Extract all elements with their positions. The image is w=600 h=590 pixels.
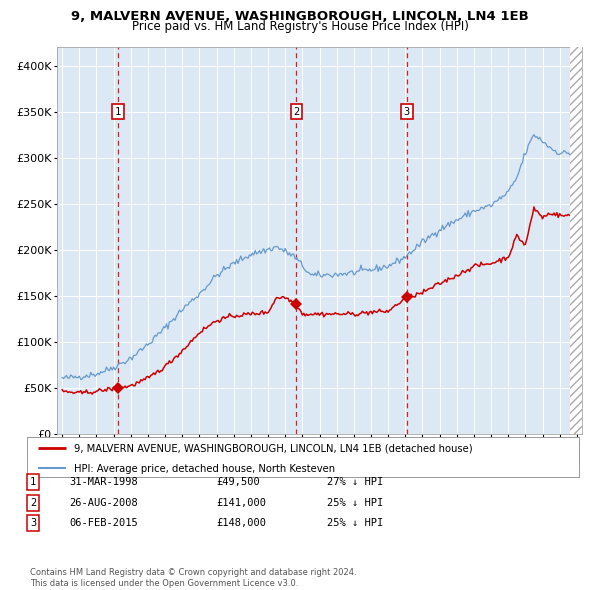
Text: 3: 3: [30, 519, 36, 528]
Text: 25% ↓ HPI: 25% ↓ HPI: [327, 519, 383, 528]
Text: £49,500: £49,500: [216, 477, 260, 487]
Bar: [569, 47, 583, 434]
Text: 2: 2: [30, 498, 36, 507]
Text: 1: 1: [115, 107, 121, 117]
Text: 1: 1: [30, 477, 36, 487]
Text: Price paid vs. HM Land Registry's House Price Index (HPI): Price paid vs. HM Land Registry's House …: [131, 20, 469, 33]
Text: HPI: Average price, detached house, North Kesteven: HPI: Average price, detached house, Nort…: [74, 464, 335, 474]
Text: Contains HM Land Registry data © Crown copyright and database right 2024.
This d: Contains HM Land Registry data © Crown c…: [30, 568, 356, 588]
Text: 25% ↓ HPI: 25% ↓ HPI: [327, 498, 383, 507]
Text: £141,000: £141,000: [216, 498, 266, 507]
Text: 31-MAR-1998: 31-MAR-1998: [69, 477, 138, 487]
Text: 9, MALVERN AVENUE, WASHINGBOROUGH, LINCOLN, LN4 1EB: 9, MALVERN AVENUE, WASHINGBOROUGH, LINCO…: [71, 10, 529, 23]
Text: 3: 3: [404, 107, 410, 117]
Text: £148,000: £148,000: [216, 519, 266, 528]
Text: 9, MALVERN AVENUE, WASHINGBOROUGH, LINCOLN, LN4 1EB (detached house): 9, MALVERN AVENUE, WASHINGBOROUGH, LINCO…: [74, 444, 473, 454]
Text: 27% ↓ HPI: 27% ↓ HPI: [327, 477, 383, 487]
Text: 2: 2: [293, 107, 299, 117]
Text: 06-FEB-2015: 06-FEB-2015: [69, 519, 138, 528]
Text: 26-AUG-2008: 26-AUG-2008: [69, 498, 138, 507]
